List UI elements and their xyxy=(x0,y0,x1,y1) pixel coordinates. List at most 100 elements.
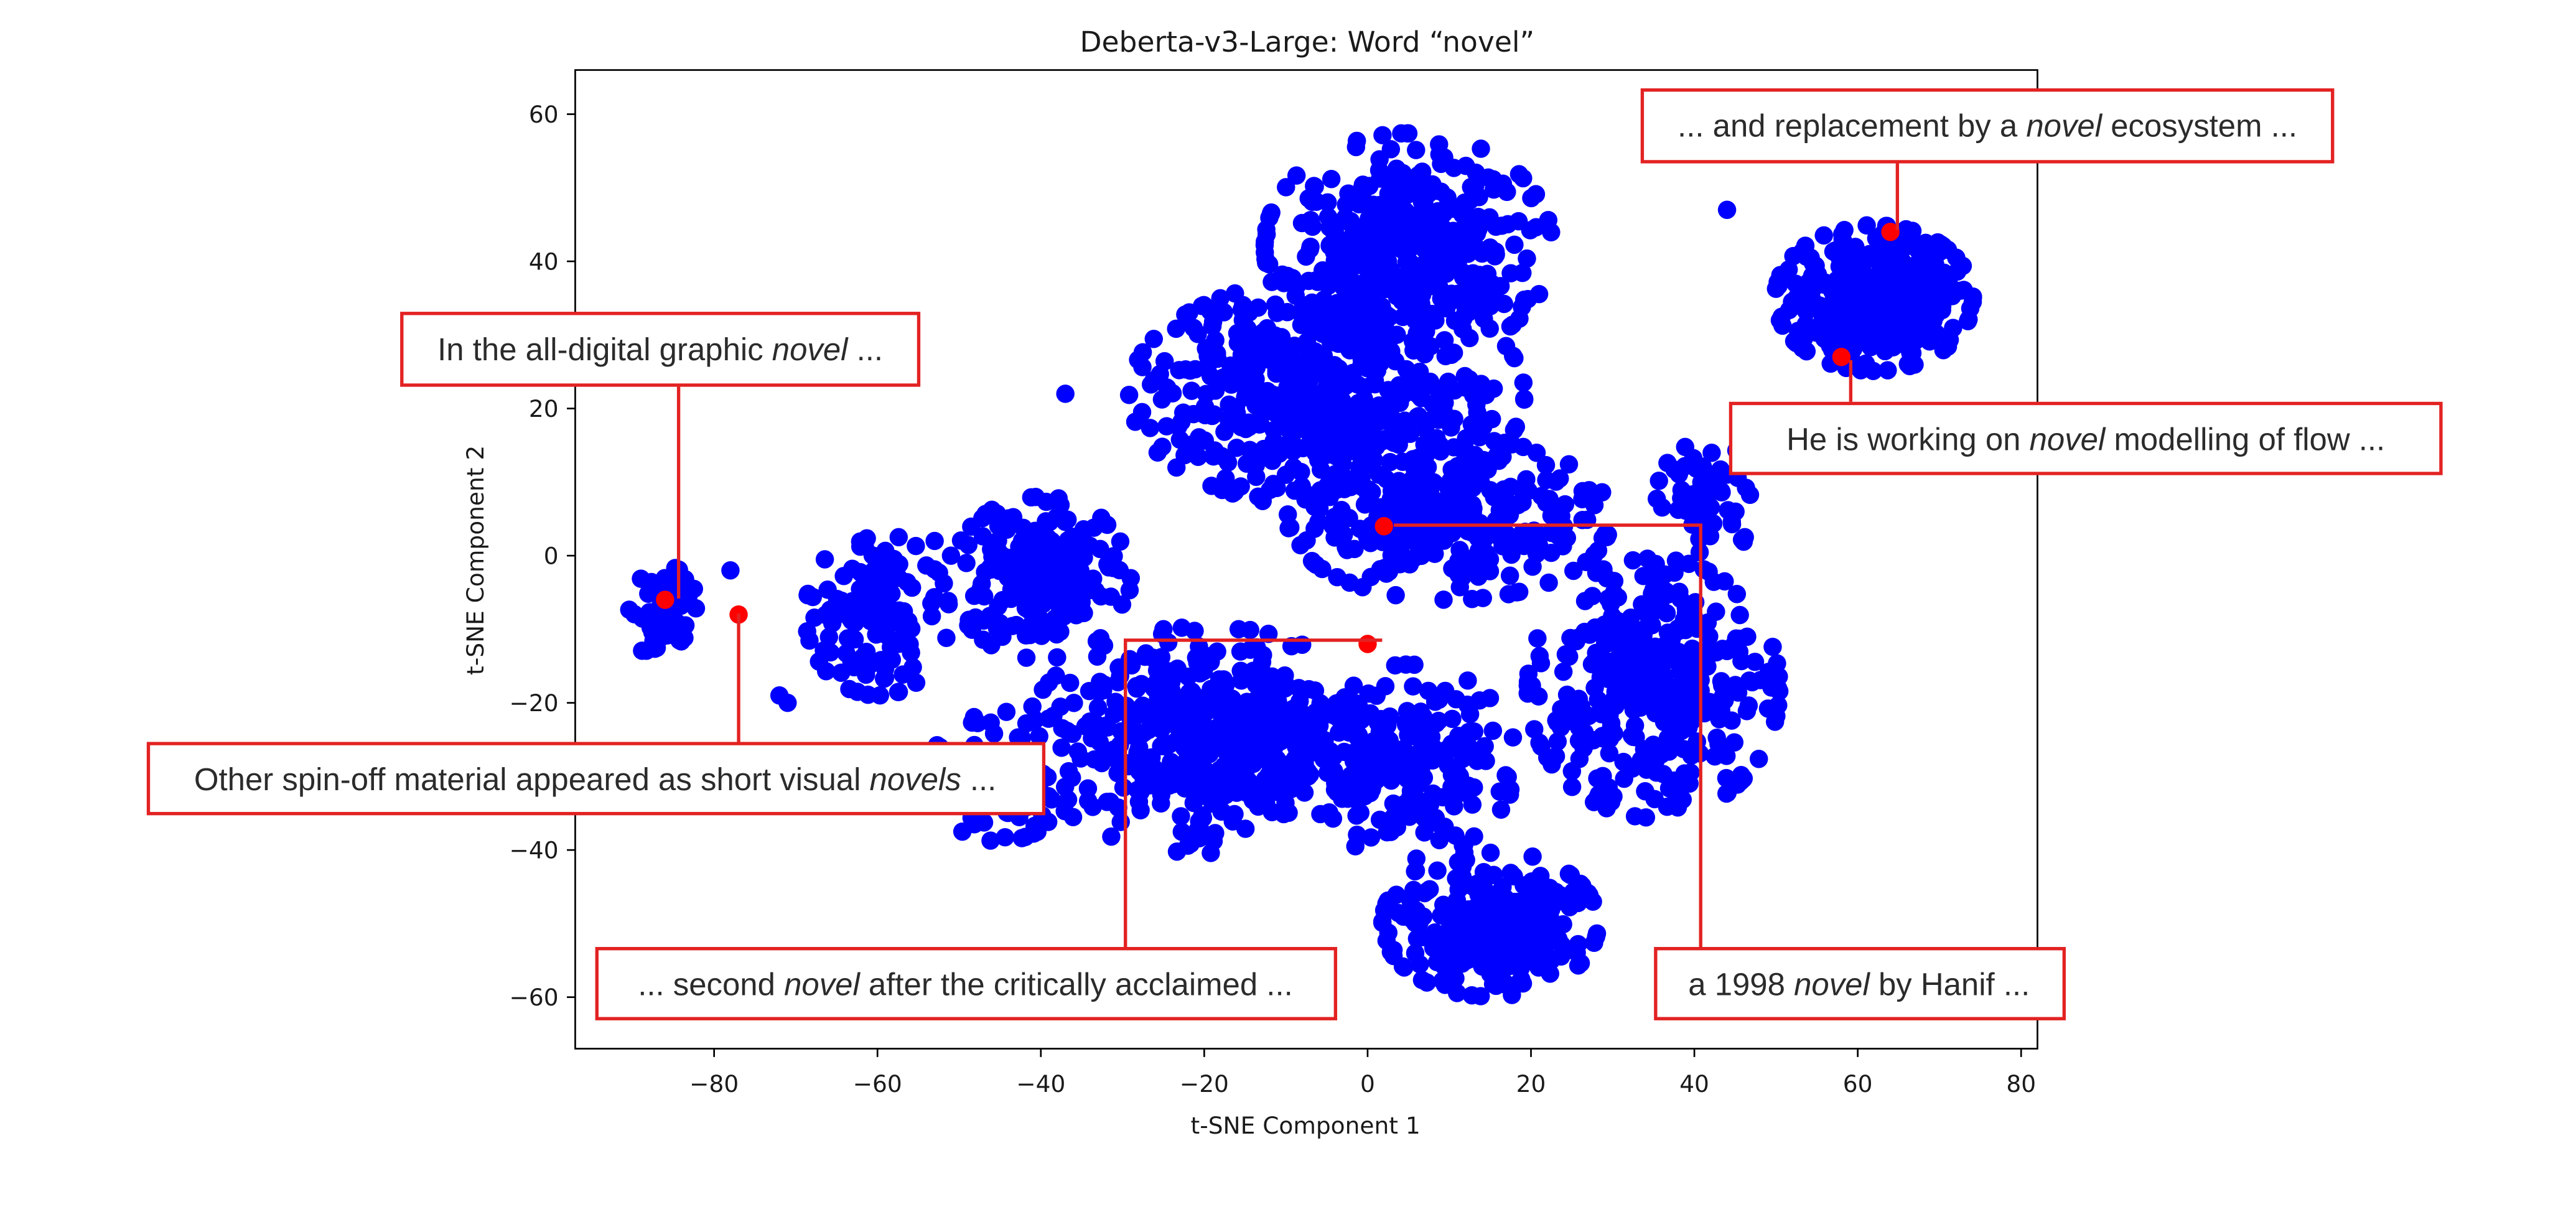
scatter-point xyxy=(1637,605,1656,623)
scatter-point xyxy=(1575,592,1595,610)
scatter-point xyxy=(1313,559,1332,579)
scatter-point xyxy=(1501,264,1520,282)
scatter-point xyxy=(1569,935,1587,954)
scatter-point xyxy=(721,561,740,580)
scatter-point xyxy=(1961,299,1980,318)
scatter-point xyxy=(966,608,985,627)
scatter-point xyxy=(1126,413,1145,431)
scatter-points xyxy=(620,124,1982,1005)
scatter-point xyxy=(965,815,984,834)
plot-frame xyxy=(574,69,2038,1050)
scatter-point xyxy=(982,636,1001,655)
scatter-point xyxy=(1246,396,1265,415)
scatter-point xyxy=(1552,947,1570,966)
annotation-emphasis: novel xyxy=(2026,108,2102,144)
annotation-box-ecosystem: ... and replacement by a novel ecosystem… xyxy=(1640,88,2335,164)
scatter-point xyxy=(1197,702,1216,721)
scatter-point xyxy=(1148,443,1167,462)
scatter-point xyxy=(1654,587,1673,605)
scatter-point xyxy=(1900,333,1920,352)
scatter-point xyxy=(1088,698,1108,717)
scatter-point xyxy=(1814,226,1833,245)
scatter-point xyxy=(1637,760,1656,779)
scatter-point xyxy=(1349,471,1368,490)
scatter-point xyxy=(1707,602,1725,621)
scatter-point xyxy=(989,542,1008,561)
scatter-point xyxy=(1497,928,1516,947)
x-axis-label: t-SNE Component 1 xyxy=(1191,1112,1421,1139)
scatter-point xyxy=(957,554,976,572)
scatter-point xyxy=(1490,501,1510,520)
scatter-point xyxy=(1382,546,1401,565)
x-tick-label: 0 xyxy=(1360,1070,1375,1098)
scatter-point xyxy=(1560,647,1579,666)
scatter-point xyxy=(1769,696,1788,715)
scatter-point xyxy=(1698,498,1717,518)
scatter-point xyxy=(1712,672,1731,691)
scatter-point xyxy=(1684,501,1703,521)
scatter-point xyxy=(1439,511,1457,531)
annotation-text: ... second xyxy=(638,967,784,1002)
scatter-point xyxy=(1636,808,1656,827)
scatter-point xyxy=(1725,733,1744,752)
scatter-point xyxy=(1503,315,1522,334)
scatter-point xyxy=(1346,138,1366,157)
scatter-point xyxy=(1493,174,1513,194)
scatter-point xyxy=(641,582,660,600)
scatter-point xyxy=(903,658,922,677)
scatter-point xyxy=(1361,567,1380,587)
scatter-point xyxy=(1309,361,1328,380)
scatter-point xyxy=(1413,332,1432,351)
scatter-point xyxy=(1406,944,1425,963)
scatter-point xyxy=(1449,565,1468,584)
scatter-point xyxy=(1360,209,1378,228)
scatter-point xyxy=(1338,541,1356,559)
svg-text:... second novel after the cri: ... second novel after the critically ac… xyxy=(638,967,1293,1002)
scatter-point xyxy=(1202,844,1220,862)
scatter-point xyxy=(1505,235,1524,254)
x-tick-label: −40 xyxy=(1016,1070,1065,1098)
scatter-point xyxy=(1014,518,1033,538)
scatter-point xyxy=(1152,390,1172,409)
scatter-point xyxy=(1695,704,1714,723)
scatter-point xyxy=(1501,864,1520,882)
scatter-point xyxy=(1065,570,1084,589)
scatter-point xyxy=(1444,221,1463,240)
scatter-point xyxy=(1206,381,1225,400)
scatter-point xyxy=(1102,742,1121,760)
scatter-point xyxy=(1007,615,1025,635)
scatter-point xyxy=(1472,473,1490,492)
scatter-point xyxy=(1241,713,1259,732)
scatter-point xyxy=(1424,490,1443,509)
scatter-point xyxy=(1080,681,1099,701)
scatter-point xyxy=(1412,803,1432,821)
scatter-point xyxy=(1455,836,1473,854)
scatter-point xyxy=(1569,731,1589,750)
scatter-point xyxy=(907,536,925,556)
scatter-point xyxy=(922,594,941,613)
scatter-point xyxy=(1426,544,1444,563)
scatter-point xyxy=(1282,338,1302,357)
scatter-point xyxy=(1448,457,1467,475)
scatter-point xyxy=(1172,807,1190,826)
scatter-point xyxy=(1644,735,1663,754)
scatter-point xyxy=(1409,914,1428,933)
scatter-point xyxy=(1266,295,1285,314)
scatter-point xyxy=(1127,679,1146,698)
scatter-point xyxy=(1394,907,1413,926)
scatter-point xyxy=(1407,141,1426,159)
scatter-point xyxy=(1057,534,1075,553)
scatter-point xyxy=(1223,484,1242,503)
scatter-point xyxy=(991,613,1009,633)
scatter-point xyxy=(1054,607,1073,626)
scatter-point xyxy=(1625,716,1645,735)
scatter-point xyxy=(814,641,833,660)
scatter-point xyxy=(1270,444,1289,463)
scatter-point xyxy=(1088,647,1107,666)
scatter-point xyxy=(1541,964,1559,983)
y-tick-label: −20 xyxy=(510,689,559,717)
scatter-point xyxy=(1328,567,1346,587)
y-axis-label: t-SNE Component 2 xyxy=(462,445,489,675)
scatter-point xyxy=(1380,731,1399,750)
scatter-point xyxy=(1667,788,1686,807)
